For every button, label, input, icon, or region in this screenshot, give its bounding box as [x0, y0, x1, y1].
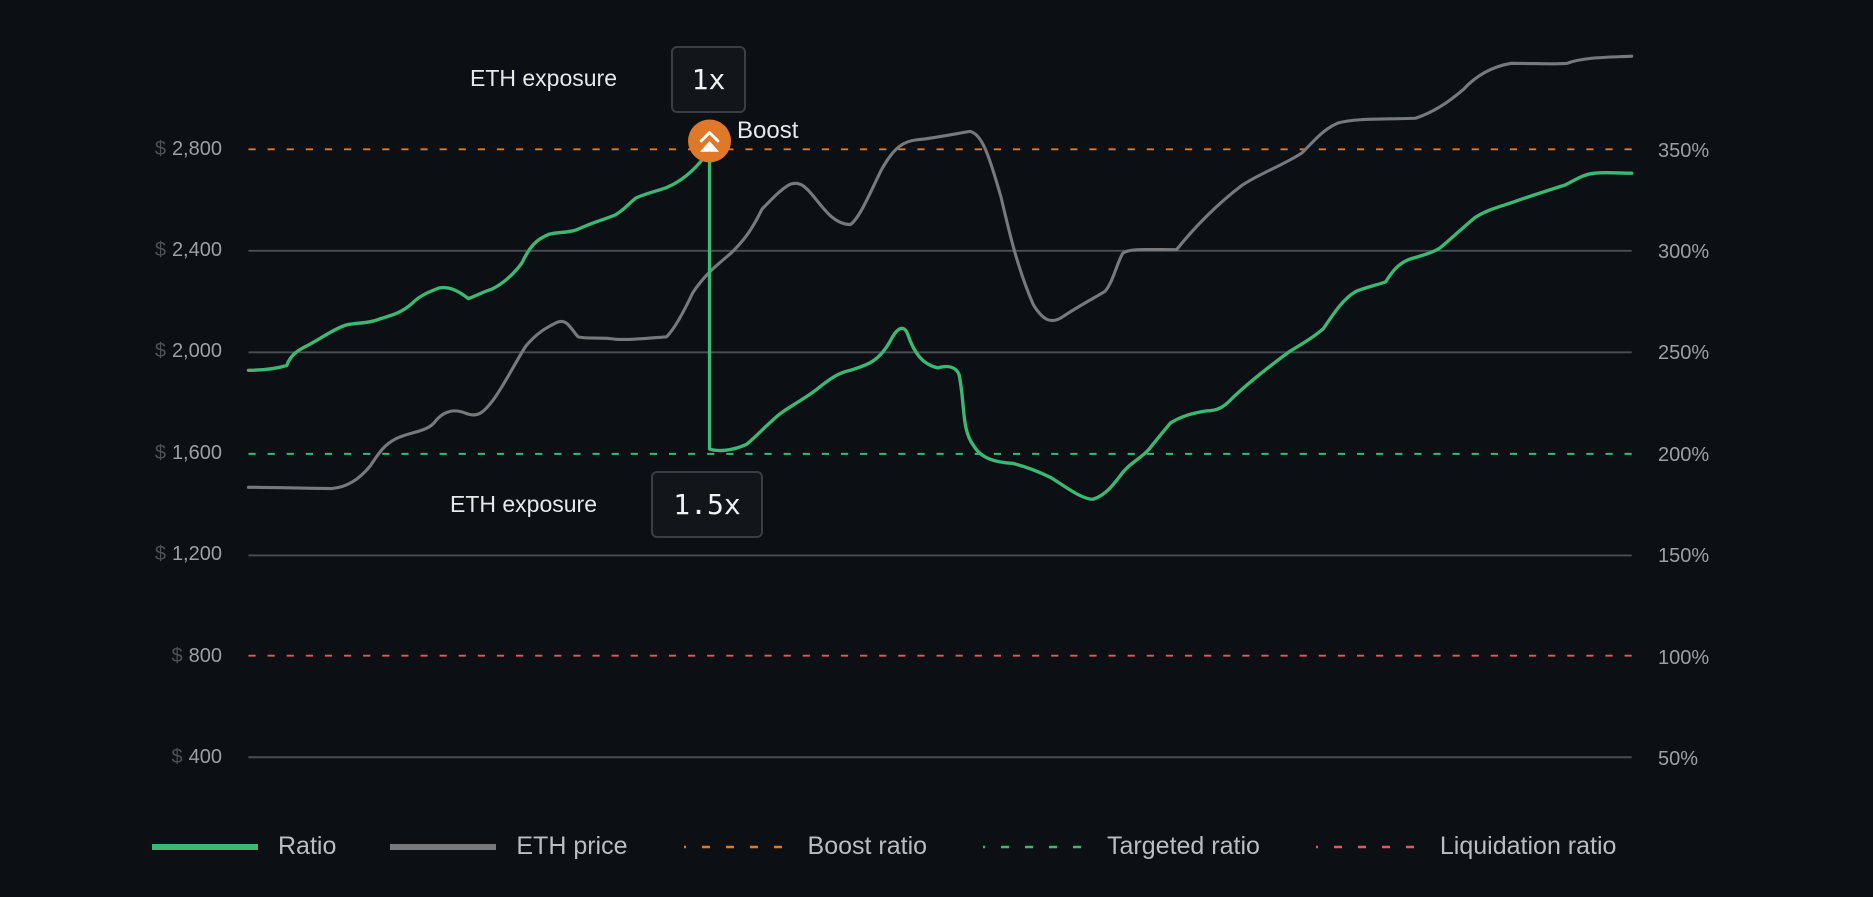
- gridlines: [248, 249, 1632, 759]
- y-axis-left-label: $1,200: [154, 543, 222, 565]
- eth-exposure-before-label: ETH exposure: [470, 65, 618, 91]
- y-axis-right-label: 200%: [1658, 444, 1710, 466]
- eth-price-swatch-icon: [390, 843, 497, 850]
- eth-price-line: [246, 54, 1634, 491]
- y-axis-left-label: $1,600: [154, 442, 222, 464]
- ratio-line: [246, 144, 1634, 501]
- boost-label: Boost: [737, 117, 799, 144]
- eth-exposure-after-label: ETH exposure: [450, 491, 598, 517]
- targeted-ratio-swatch-icon: [983, 845, 1088, 848]
- y-axis-right-label: 100%: [1658, 647, 1710, 669]
- legend-item-ratio[interactable]: Ratio: [152, 832, 336, 861]
- y-axis-left-label: $400: [171, 746, 223, 768]
- y-axis-right-label: 250%: [1658, 342, 1710, 364]
- y-axis-left-label: $2,000: [154, 340, 222, 362]
- legend: Ratio ETH price Boost ratio Targeted rat…: [152, 832, 1616, 861]
- legend-item-boost-ratio[interactable]: Boost ratio: [682, 832, 927, 861]
- y-axis-right-label: 150%: [1658, 545, 1710, 567]
- y-axis-left-label: $2,800: [154, 138, 222, 160]
- y-axis-right-label: 300%: [1658, 241, 1710, 263]
- eth-exposure-after-value: 1.5x: [651, 471, 763, 538]
- y-axis-left-label: $800: [171, 645, 223, 667]
- boost-marker-icon[interactable]: [688, 119, 732, 163]
- eth-exposure-before-value: 1x: [671, 46, 746, 113]
- legend-item-eth-price[interactable]: ETH price: [390, 832, 628, 861]
- ratio-swatch-icon: [152, 843, 258, 850]
- legend-item-targeted-ratio[interactable]: Targeted ratio: [981, 832, 1260, 861]
- y-axis-right-label: 350%: [1658, 140, 1710, 162]
- y-axis-right-label: 50%: [1658, 748, 1699, 770]
- y-axis-left-label: $2,400: [154, 239, 222, 261]
- boost-ratio-swatch-icon: [683, 845, 788, 848]
- liquidation-ratio-swatch-icon: [1315, 845, 1420, 848]
- legend-item-liquidation-ratio[interactable]: Liquidation ratio: [1314, 832, 1616, 861]
